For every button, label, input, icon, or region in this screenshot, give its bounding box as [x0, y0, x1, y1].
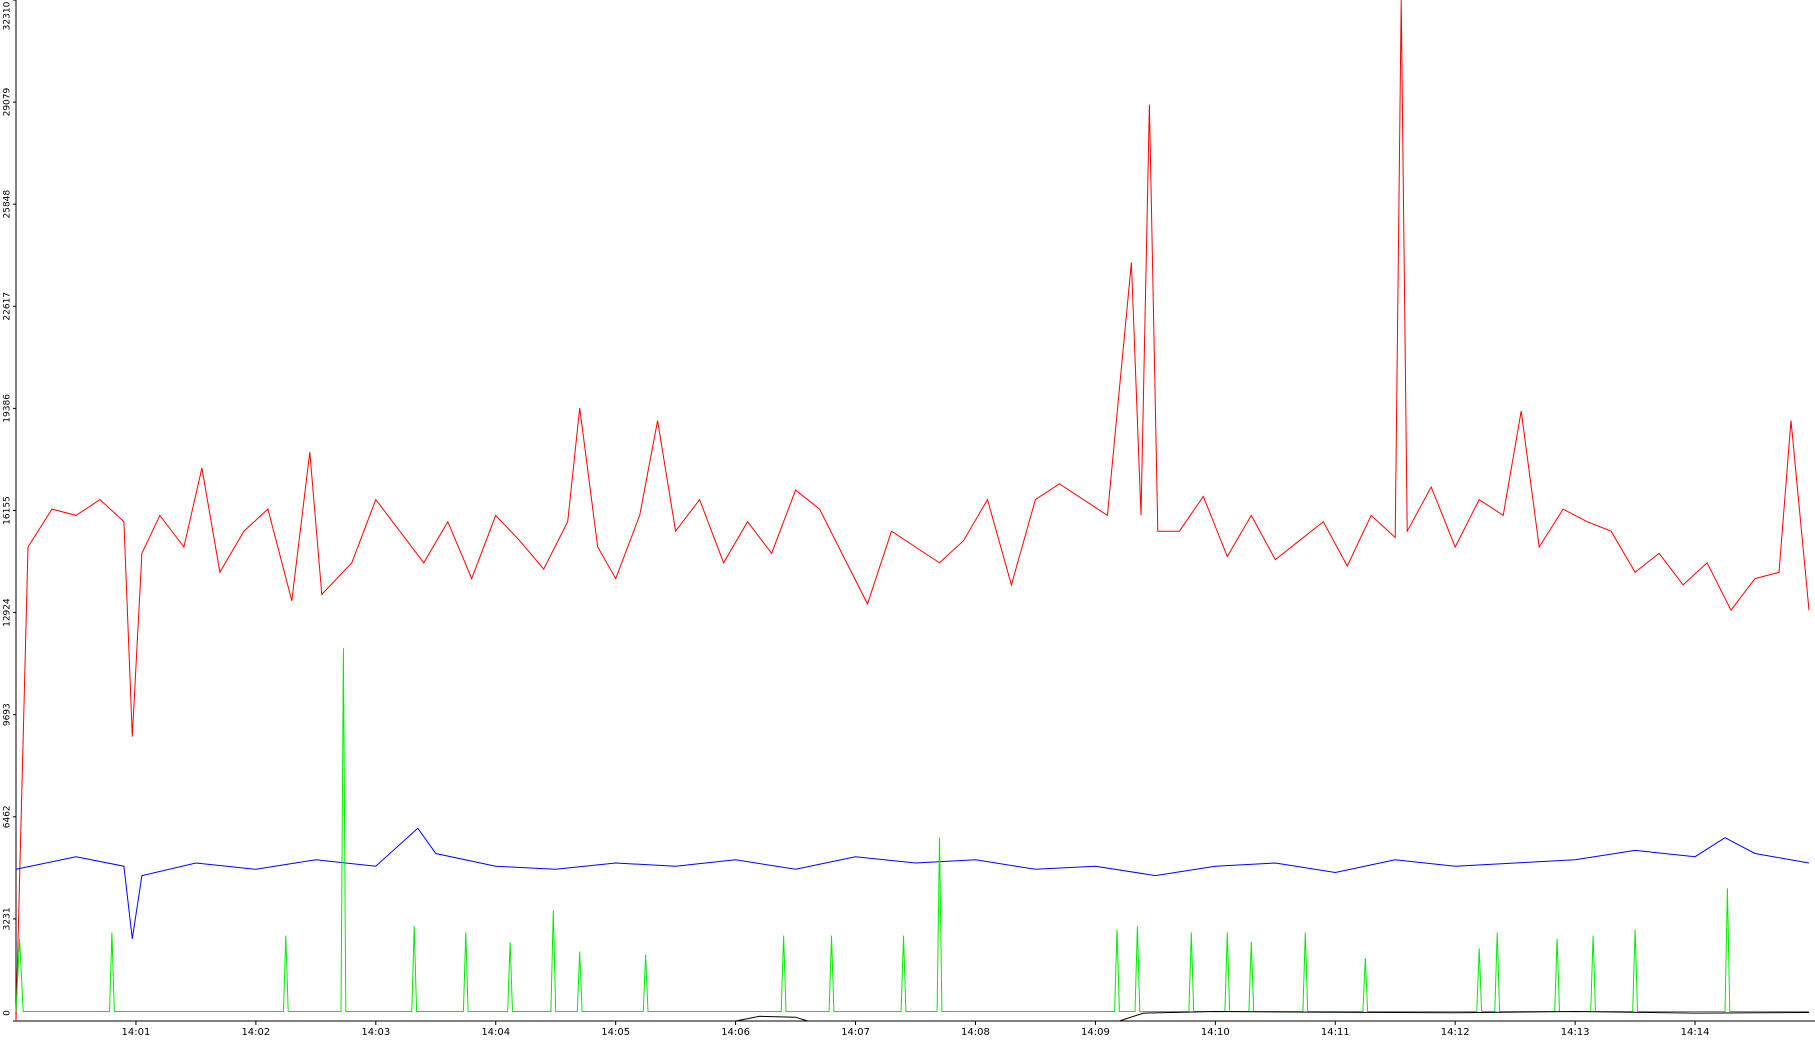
y-tick-label: 3231 [3, 907, 13, 930]
x-tick-label: 14:14 [1681, 1027, 1710, 1038]
x-tick-label: 14:04 [481, 1027, 510, 1038]
x-tick-label: 14:05 [601, 1027, 630, 1038]
series-line [15, 648, 1809, 1012]
y-tick-label: 16155 [3, 496, 13, 525]
y-tick-label: 6462 [3, 805, 13, 828]
y-tick-label: 25848 [3, 190, 13, 219]
y-tick-label: 32310 [3, 1, 13, 30]
y-tick-label: 29079 [3, 88, 13, 117]
y-tick-label: 9693 [3, 703, 13, 726]
x-tick-label: 14:01 [122, 1027, 151, 1038]
series-line [735, 1010, 1810, 1022]
y-tick-label: 12924 [3, 598, 13, 627]
y-tick-label: 22617 [3, 292, 13, 321]
x-tick-label: 14:09 [1081, 1027, 1110, 1038]
x-tick-label: 14:11 [1321, 1027, 1350, 1038]
y-tick-label: 0 [3, 1010, 13, 1016]
x-tick-label: 14:03 [361, 1027, 390, 1038]
x-tick-label: 14:13 [1561, 1027, 1590, 1038]
x-tick-label: 14:06 [721, 1027, 750, 1038]
x-tick-label: 14:07 [841, 1027, 870, 1038]
x-tick-label: 14:08 [961, 1027, 990, 1038]
series-line [15, 827, 1810, 939]
x-tick-label: 14:12 [1441, 1027, 1470, 1038]
series-line [15, 0, 1810, 1022]
x-tick-label: 14:10 [1201, 1027, 1230, 1038]
x-tick-label: 14:02 [241, 1027, 270, 1038]
y-tick-label: 19386 [3, 394, 13, 423]
